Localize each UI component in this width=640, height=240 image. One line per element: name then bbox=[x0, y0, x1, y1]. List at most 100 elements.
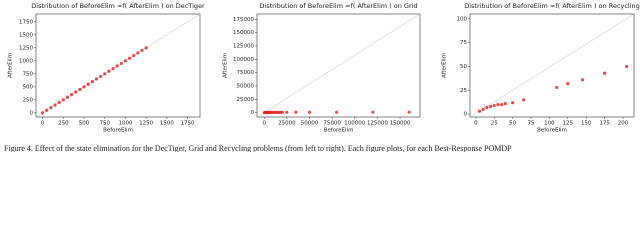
x-tick-label: 125000 bbox=[367, 121, 388, 127]
y-tick-label: 50 bbox=[460, 64, 467, 70]
x-tick-label: 25 bbox=[491, 121, 498, 127]
x-tick-label: 0 bbox=[474, 121, 478, 127]
point bbox=[136, 51, 140, 55]
point bbox=[123, 59, 128, 63]
point bbox=[481, 107, 485, 111]
x-tick-label: 1250 bbox=[139, 121, 153, 127]
point bbox=[407, 110, 411, 114]
x-tick-label: 175 bbox=[599, 121, 610, 127]
x-tick-label: 100000 bbox=[344, 121, 365, 127]
point bbox=[555, 85, 559, 90]
y-tick-label: 1250 bbox=[19, 45, 33, 51]
point bbox=[285, 110, 289, 114]
point bbox=[74, 90, 78, 94]
point bbox=[119, 61, 123, 66]
x-tick-label: 250 bbox=[58, 121, 69, 127]
x-tick-label: 150000 bbox=[390, 121, 411, 127]
y-tick-label: 1500 bbox=[19, 32, 33, 38]
x-tick-label: 25000 bbox=[278, 121, 296, 127]
point bbox=[111, 67, 115, 71]
x-tick-label: 150 bbox=[581, 121, 592, 127]
x-tick-label: 0 bbox=[41, 121, 45, 127]
point bbox=[127, 56, 132, 60]
point bbox=[140, 48, 144, 53]
point bbox=[335, 110, 339, 114]
y-tick-label: 500 bbox=[23, 84, 34, 90]
point bbox=[45, 108, 49, 112]
y-tick-label: 0 bbox=[251, 110, 255, 116]
y-tick-label: 25000 bbox=[237, 97, 255, 103]
point bbox=[78, 87, 82, 92]
point bbox=[65, 95, 70, 99]
y-tick-label: 100 bbox=[457, 16, 468, 22]
point bbox=[144, 46, 148, 50]
x-tick-label: 1000 bbox=[118, 121, 132, 127]
caption: Figure 4. Effect of the state eliminatio… bbox=[4, 144, 512, 152]
x-tick-label: 100 bbox=[544, 121, 555, 127]
y-tick-label: 75 bbox=[460, 40, 467, 46]
point bbox=[503, 102, 507, 106]
point bbox=[115, 64, 119, 68]
point bbox=[625, 64, 629, 69]
y-tick-label: 50000 bbox=[237, 84, 255, 90]
y-tick-label: 25 bbox=[460, 88, 467, 94]
point bbox=[566, 82, 570, 86]
x-tick-label: 50000 bbox=[301, 121, 319, 127]
chart-title: Distribution of BeforeElim =f( AfterElim… bbox=[464, 2, 640, 10]
point bbox=[492, 103, 496, 108]
point bbox=[70, 93, 74, 97]
x-axis-label: BeforeElim bbox=[537, 128, 567, 134]
plot-frame bbox=[35, 13, 201, 118]
y-tick-label: 1750 bbox=[19, 19, 33, 25]
x-tick-label: 200 bbox=[618, 121, 629, 127]
y-axis-label: AfterElim bbox=[442, 53, 448, 78]
y-tick-label: 0 bbox=[30, 110, 34, 116]
point bbox=[90, 80, 94, 84]
point bbox=[511, 101, 515, 105]
point bbox=[94, 77, 99, 81]
x-tick-label: 750 bbox=[99, 121, 110, 127]
point bbox=[132, 54, 136, 58]
point bbox=[61, 98, 65, 102]
figure: Figure 4. Effect of the state eliminatio… bbox=[4, 2, 640, 152]
y-tick-label: 150000 bbox=[233, 30, 254, 36]
chart-title: Distribution of BeforeElim =f( AfterElim… bbox=[31, 2, 205, 10]
x-tick-label: 1500 bbox=[160, 121, 174, 127]
x-tick-label: 0 bbox=[262, 121, 266, 127]
plot-frame bbox=[469, 13, 635, 118]
point bbox=[602, 71, 607, 75]
point bbox=[82, 85, 86, 89]
point bbox=[496, 103, 500, 107]
point bbox=[53, 103, 57, 107]
reference-line bbox=[469, 13, 635, 118]
point bbox=[371, 110, 375, 114]
y-tick-label: 100000 bbox=[233, 57, 254, 63]
x-tick-label: 125 bbox=[563, 121, 574, 127]
point bbox=[99, 74, 103, 79]
point bbox=[500, 103, 504, 107]
x-axis-label: BeforeElim bbox=[324, 128, 354, 134]
point bbox=[488, 104, 493, 109]
chart-title: Distribution of BeforeElim =f( AfterElim… bbox=[259, 2, 417, 10]
point bbox=[280, 110, 284, 114]
point bbox=[307, 110, 312, 114]
point bbox=[294, 110, 298, 114]
point bbox=[477, 109, 482, 113]
plot-frame bbox=[256, 13, 421, 118]
point bbox=[41, 111, 45, 115]
point bbox=[580, 78, 585, 82]
point bbox=[107, 69, 111, 73]
y-tick-label: 75000 bbox=[237, 70, 255, 76]
point bbox=[485, 105, 489, 110]
x-tick-label: 50 bbox=[509, 121, 516, 127]
y-tick-label: 250 bbox=[23, 97, 34, 103]
x-axis-label: BeforeElim bbox=[103, 128, 133, 134]
y-tick-label: 1000 bbox=[19, 58, 33, 64]
x-tick-label: 75000 bbox=[323, 121, 341, 127]
y-tick-label: 750 bbox=[23, 71, 34, 77]
reference-line bbox=[256, 13, 421, 118]
point bbox=[522, 98, 526, 102]
y-tick-label: 0 bbox=[464, 112, 468, 118]
x-tick-label: 500 bbox=[79, 121, 90, 127]
y-tick-label: 175000 bbox=[233, 17, 254, 23]
